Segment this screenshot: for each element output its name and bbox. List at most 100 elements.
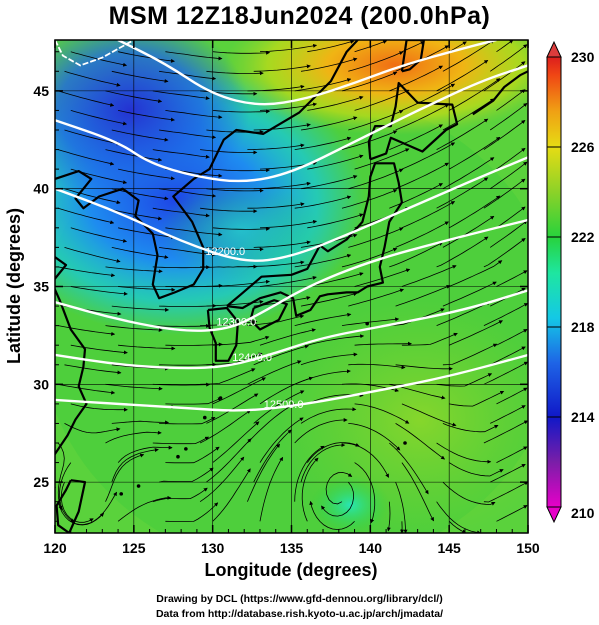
colorbar-min-arrow [546,506,562,524]
coastline [55,256,88,488]
streamline [259,219,318,229]
streamline [212,226,271,231]
streamline [401,462,434,522]
y-tick-label: 30 [33,376,49,392]
streamline [354,89,410,111]
streamline [448,462,504,477]
streamline [496,329,528,346]
contour-line [55,156,528,262]
x-axis-title: Longitude (degrees) [204,560,377,580]
colorbar-max-arrow [546,40,562,58]
streamline [253,344,309,366]
y-tick-label: 40 [33,181,49,197]
streamline [449,136,501,170]
streamline [300,407,357,424]
x-tick-label: 125 [122,540,146,556]
streamline [159,70,217,81]
streamline [152,149,210,159]
streamline [442,481,496,506]
coastline [472,70,528,116]
streamline [259,417,304,463]
colorbar-tick-label: 210 [571,505,595,521]
x-tick-label: 145 [437,540,461,556]
streamline [247,143,305,150]
streamline [436,501,482,533]
contour-label: 12300.0 [216,317,256,329]
streamline [259,275,317,287]
streamline [152,265,211,270]
border-line [55,40,135,67]
streamline [436,118,489,150]
map-title: MSM 12Z18Jun2024 (200.0hPa) [108,2,491,30]
streamline [483,481,528,503]
streamline [496,446,528,463]
streamline [259,456,284,522]
streamline [58,207,115,225]
streamline [489,44,528,72]
colorbar-tick-label: 218 [571,319,595,335]
contour-line [55,64,528,183]
streamline [212,50,271,55]
y-axis: 25 30 35 40 45 [33,51,528,522]
streamline [259,328,316,346]
streamline [165,502,219,522]
colorbar-tick-label: 214 [571,409,595,425]
streamline [496,40,514,53]
coastline [55,479,87,533]
streamline [436,60,489,92]
streamline [307,154,364,170]
streamline [395,162,449,190]
streamline [341,71,398,92]
island [176,454,180,459]
streamline [496,147,526,170]
contour-label: 12400.0 [232,352,272,364]
streamline [199,409,251,444]
streamline [159,129,217,140]
x-tick-label: 135 [280,540,304,556]
streamline [354,148,410,170]
streamline [253,123,311,131]
contour-labels: 12200.0 12300.0 12400.0 12500.0 [205,246,303,411]
streamline [341,189,398,209]
grid-lines [55,40,528,533]
streamline [348,168,404,190]
streamline [490,405,526,424]
streamline [212,279,270,287]
streamline [58,149,115,166]
streamline [325,472,353,505]
streamline [348,423,401,451]
streamline [253,390,305,424]
streamline [401,142,456,170]
streamline [105,149,163,162]
streamline [395,364,453,371]
streamline [70,344,128,355]
streamline [212,109,271,114]
x-tick-label: 130 [201,540,225,556]
streamline [442,215,495,248]
colorbar-tick-label: 226 [571,139,595,155]
contour-line [55,289,528,370]
streamline [159,467,214,483]
streamline [307,334,365,346]
streamline [483,303,528,326]
streamline [483,237,526,268]
streamline [436,442,492,464]
streamline [300,352,358,366]
streamline [57,501,105,526]
streamline [348,363,406,370]
island [184,447,188,451]
streamline [58,266,116,278]
y-axis-title: Latitude (degrees) [4,208,24,364]
streamline [395,221,449,248]
streamline [354,341,412,346]
streamline [64,247,121,263]
streamline [253,240,311,248]
streamline [70,286,128,296]
y-tick-label: 45 [33,83,49,99]
streamline [442,423,499,433]
x-tick-label: 120 [43,540,67,556]
streamline [294,78,352,92]
contour-line [117,40,497,106]
streamline [389,124,443,150]
